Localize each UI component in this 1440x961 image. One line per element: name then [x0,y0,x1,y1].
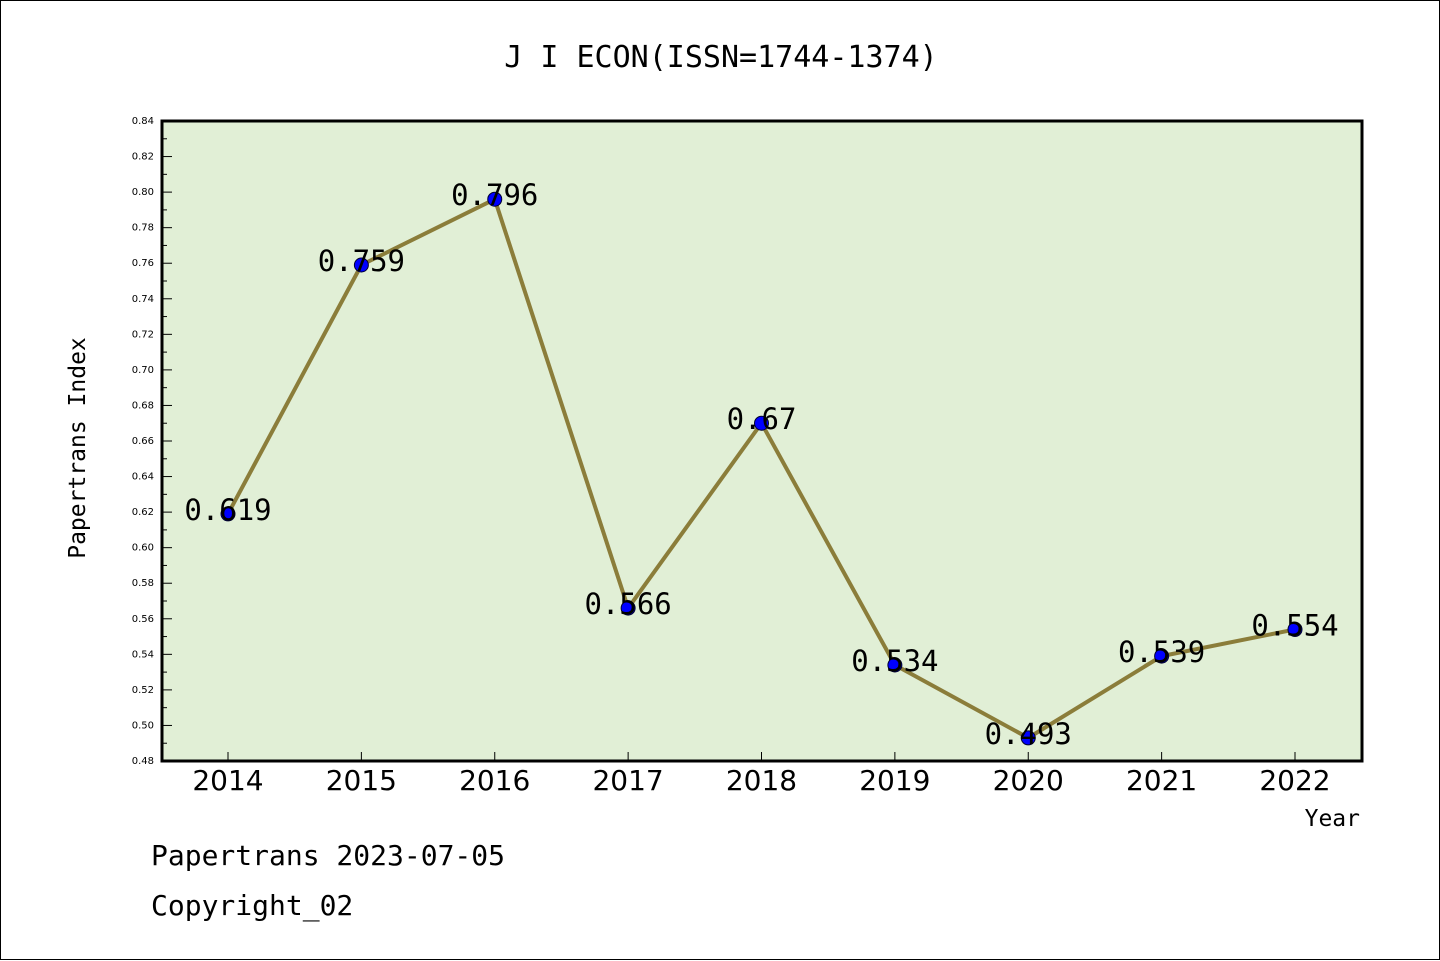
data-point [1154,648,1170,664]
x-tick-label: 2019 [859,764,930,797]
y-tick-label: 0.74 [132,294,154,305]
y-tick-label: 0.50 [132,720,154,731]
x-tick-label: 2014 [192,764,263,797]
data-point [220,506,236,522]
y-tick-label: 0.62 [132,507,154,518]
y-tick-label: 0.72 [132,329,154,340]
y-tick-label: 0.52 [132,685,154,696]
data-point [353,257,369,273]
series-group [220,191,1303,746]
x-axis-label: Year [1305,806,1360,832]
x-tick-label: 2016 [459,764,530,797]
y-tick-label: 0.54 [132,649,154,660]
data-label: 0.619 [184,493,271,527]
data-point [487,191,503,207]
y-tick-label: 0.66 [132,436,154,447]
data-label: 0.796 [451,178,538,212]
x-tick-label: 2022 [1259,764,1330,797]
data-label: 0.566 [584,587,671,621]
y-tick-label: 0.60 [132,543,154,554]
y-tick-label: 0.68 [132,400,154,411]
y-tick-label: 0.80 [132,187,154,198]
y-tick-label: 0.78 [132,223,154,234]
y-tick-label: 0.84 [132,116,154,127]
data-point [754,415,769,431]
data-labels: 0.619 0.759 0.796 0.566 0.67 0.534 0.493 0.539 0… [184,178,1338,751]
y-axis: 0.48 0.50 0.52 0.54 0.56 0.58 0.60 0.62 0.64 0.66… [132,116,172,767]
y-tick-label: 0.70 [132,365,154,376]
data-label: 0.759 [318,244,405,278]
x-tick-label: 2021 [1126,764,1197,797]
data-point [1287,621,1303,637]
y-axis-label: Papertrans Index [65,337,91,559]
x-tick-label: 2015 [326,764,397,797]
footer-date: Papertrans 2023-07-05 [151,839,505,872]
data-label: 0.67 [727,402,797,436]
data-point [1020,730,1036,746]
y-tick-label: 0.64 [132,472,154,483]
y-tick-label: 0.82 [132,152,154,163]
y-tick-label: 0.58 [132,578,154,589]
y-tick-label: 0.76 [132,258,154,269]
x-tick-label: 2017 [592,764,663,797]
footer-copyright: Copyright_02 [151,889,353,923]
data-label: 0.493 [985,717,1072,751]
data-point [620,600,636,616]
data-label: 0.554 [1251,608,1338,642]
x-axis: 2014 2015 2016 2017 2018 2019 2020 2021 2022 [192,752,1331,797]
x-tick-label: 2018 [726,764,797,797]
x-tick-label: 2020 [993,764,1064,797]
y-tick-label: 0.48 [132,756,154,767]
data-label: 0.539 [1118,635,1205,669]
chart-title: J I ECON(ISSN=1744-1374) [504,40,937,75]
y-tick-label: 0.56 [132,614,154,625]
data-point [887,657,903,673]
data-label: 0.534 [851,644,938,678]
